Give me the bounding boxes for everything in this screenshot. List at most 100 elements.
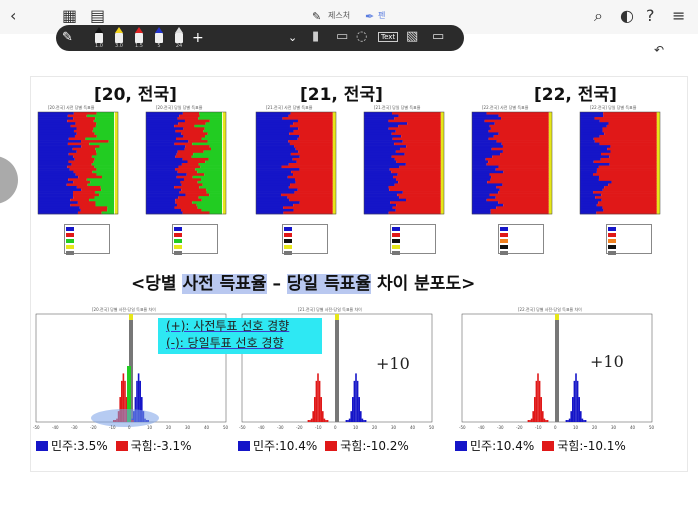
area-green <box>93 119 114 123</box>
help-icon[interactable]: ? <box>646 6 655 25</box>
pen-blue[interactable]: 5 <box>152 27 166 49</box>
area-other <box>548 155 552 159</box>
area-ppp <box>175 198 202 202</box>
area-dem <box>364 117 395 120</box>
area-dem <box>146 122 179 126</box>
center-bar <box>555 318 559 422</box>
area-ppp <box>399 147 441 151</box>
toggle-icon[interactable]: ◐ <box>620 6 634 25</box>
shape-icon[interactable]: ▭ <box>432 29 445 44</box>
pen-black[interactable]: 1.0 <box>92 27 106 49</box>
mini-legend-item <box>392 250 434 255</box>
area-dem <box>256 145 295 148</box>
hist-bar-ppp <box>546 420 549 422</box>
area-other <box>440 112 444 115</box>
pen-toolbar: ✎ 1.0 3.0 1.5 5 24 + ⌄ ▮ ▭ ◌ Text ▧ ▭ <box>56 25 464 51</box>
add-icon[interactable]: + <box>192 30 204 46</box>
area-dem <box>146 145 186 148</box>
area-ppp <box>287 175 333 179</box>
area-dem <box>256 211 284 215</box>
page-icon[interactable]: ▤ <box>90 6 106 25</box>
mini-legend <box>498 224 544 255</box>
area-green <box>94 191 114 194</box>
area-ppp <box>496 206 549 210</box>
area-dem <box>472 155 493 159</box>
area-other <box>114 117 118 120</box>
area-ppp <box>182 211 210 215</box>
area-ppp <box>281 193 333 197</box>
area-other <box>222 132 226 136</box>
area-ppp <box>394 117 441 120</box>
area-other <box>222 203 226 207</box>
area-ppp <box>289 124 333 128</box>
area-green <box>95 124 114 128</box>
image-icon[interactable]: ▧ <box>406 29 419 44</box>
area-dem <box>256 180 296 184</box>
area-other <box>114 124 118 128</box>
area-other <box>114 152 118 156</box>
area-ppp <box>295 178 333 182</box>
area-other <box>222 157 226 161</box>
menu-icon[interactable]: ≡ <box>672 6 686 25</box>
hist-bar-dem <box>352 397 354 422</box>
area-ppp <box>175 155 192 159</box>
area-ppp <box>288 140 333 143</box>
area-other <box>440 175 444 179</box>
stacked-chart-1: [20.전국] 사전 당별 득표율 <box>37 104 119 215</box>
hist-bar-dem <box>364 420 367 422</box>
area-dem <box>580 132 605 136</box>
pen-yellow[interactable]: 3.0 <box>112 27 126 49</box>
area-dem <box>472 163 487 166</box>
chevron-down-icon[interactable]: ⌄ <box>288 31 298 44</box>
hist-bar-dem <box>583 420 585 422</box>
eraser-icon[interactable]: ▭ <box>336 29 349 44</box>
area-other <box>114 175 118 179</box>
area-other <box>222 137 226 141</box>
area-green <box>199 185 222 189</box>
area-other <box>440 145 444 148</box>
area-other <box>114 122 118 126</box>
area-other <box>656 160 660 164</box>
area-other <box>440 157 444 161</box>
area-ppp <box>292 157 333 161</box>
area-dem <box>256 152 291 156</box>
search-icon[interactable]: ⌕ <box>594 6 603 25</box>
area-other <box>332 198 336 202</box>
text-tool-button[interactable]: Text <box>378 32 399 42</box>
pen-red[interactable]: 1.5 <box>132 27 146 49</box>
marker-icon[interactable]: ▮ <box>312 29 320 44</box>
area-ppp <box>609 155 657 159</box>
area-dem <box>256 185 289 189</box>
area-ppp <box>496 185 549 189</box>
area-ppp <box>501 142 549 146</box>
area-other <box>114 112 118 115</box>
area-other <box>656 112 660 115</box>
area-dem <box>146 165 179 169</box>
hist-bar-dem <box>570 411 572 422</box>
area-other <box>440 203 444 207</box>
area-other <box>440 163 444 166</box>
pencil-icon[interactable]: ✎ <box>62 30 73 45</box>
grid-view-icon[interactable]: ▦ <box>62 6 78 25</box>
gesture-icon[interactable]: ✎ <box>312 10 322 23</box>
area-dem <box>580 206 603 210</box>
side-handle[interactable] <box>0 156 18 204</box>
pen-label[interactable]: 펜 <box>378 11 386 20</box>
area-green <box>207 140 222 143</box>
area-ppp <box>501 117 549 120</box>
area-other <box>656 114 660 118</box>
pen-tool-icon[interactable]: ✒ <box>365 10 375 23</box>
undo-icon[interactable]: ↶ <box>654 43 665 57</box>
area-other <box>332 119 336 123</box>
chart-frame <box>579 111 661 215</box>
area-dem <box>256 178 296 182</box>
area-dem <box>472 180 488 184</box>
pen-white[interactable]: 24 <box>172 27 186 49</box>
area-other <box>548 165 552 169</box>
area-dem <box>580 150 611 154</box>
hist-bar-ppp <box>121 380 123 422</box>
gesture-label[interactable]: 제스처 <box>328 11 351 20</box>
lasso-icon[interactable]: ◌ <box>356 29 368 44</box>
back-icon[interactable]: ‹ <box>10 6 17 25</box>
area-dem <box>472 206 497 210</box>
